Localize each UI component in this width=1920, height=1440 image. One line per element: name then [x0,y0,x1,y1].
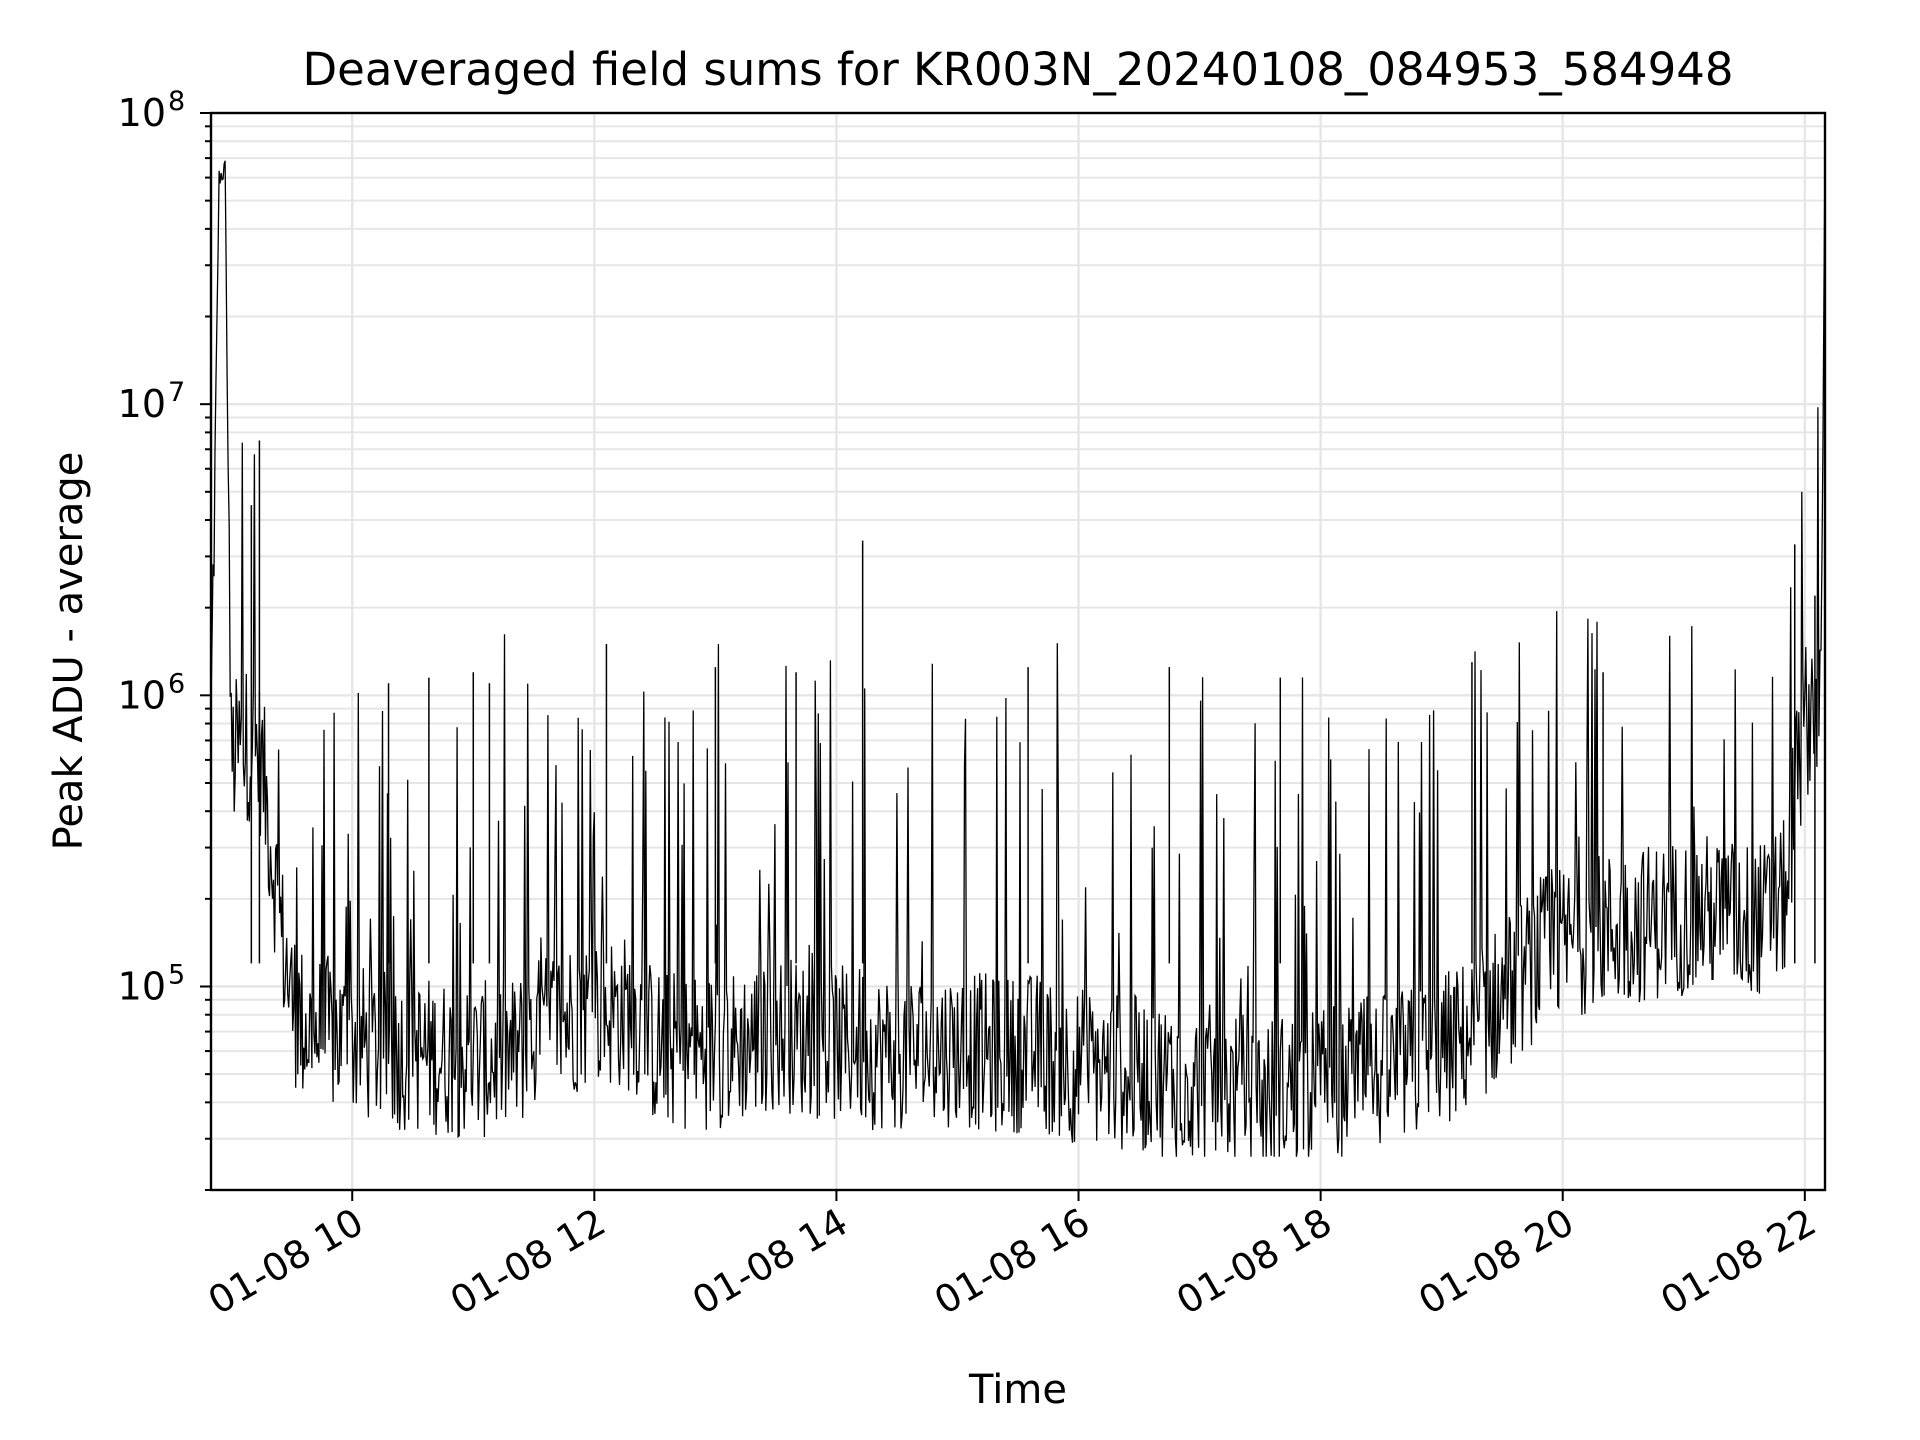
plot-frame [209,111,1827,1192]
series-line [210,149,1826,1157]
y-tick-label: 10 [118,673,166,717]
x-axis-label: Time [968,1367,1067,1413]
x-tick-label: 01-08 10 [201,1200,371,1324]
series-line-group [210,149,1826,1157]
y-tick-exponent: 5 [168,959,185,990]
x-tick-label: 01-08 12 [443,1200,613,1324]
x-tick-label: 01-08 18 [1169,1200,1339,1324]
y-tick-base: 10 [118,964,166,1008]
y-tick-base: 10 [118,91,166,135]
x-axis: 01-08 10 01-08 12 01-08 14 01-08 16 01-08 18… [201,1190,1823,1324]
y-tick-base: 10 [118,673,166,717]
y-tick-label: 10 [118,91,166,135]
y-tick-base: 10 [118,382,166,426]
chart-title: Deaveraged field sums for KR003N_2024010… [303,43,1734,96]
y-tick-label: 10 [118,382,166,426]
y-tick-exponent: 7 [168,377,185,408]
x-tick-label: 01-08 20 [1411,1200,1581,1324]
y-tick-exponent: 6 [168,668,185,699]
y-axis-label: Peak ADU - average [46,452,92,851]
x-tick-label: 01-08 16 [927,1200,1097,1324]
x-tick-label: 01-08 14 [685,1200,855,1324]
y-tick-label: 10 [118,964,166,1008]
x-tick-label: 01-08 22 [1653,1200,1823,1324]
y-tick-exponent: 8 [168,86,185,117]
